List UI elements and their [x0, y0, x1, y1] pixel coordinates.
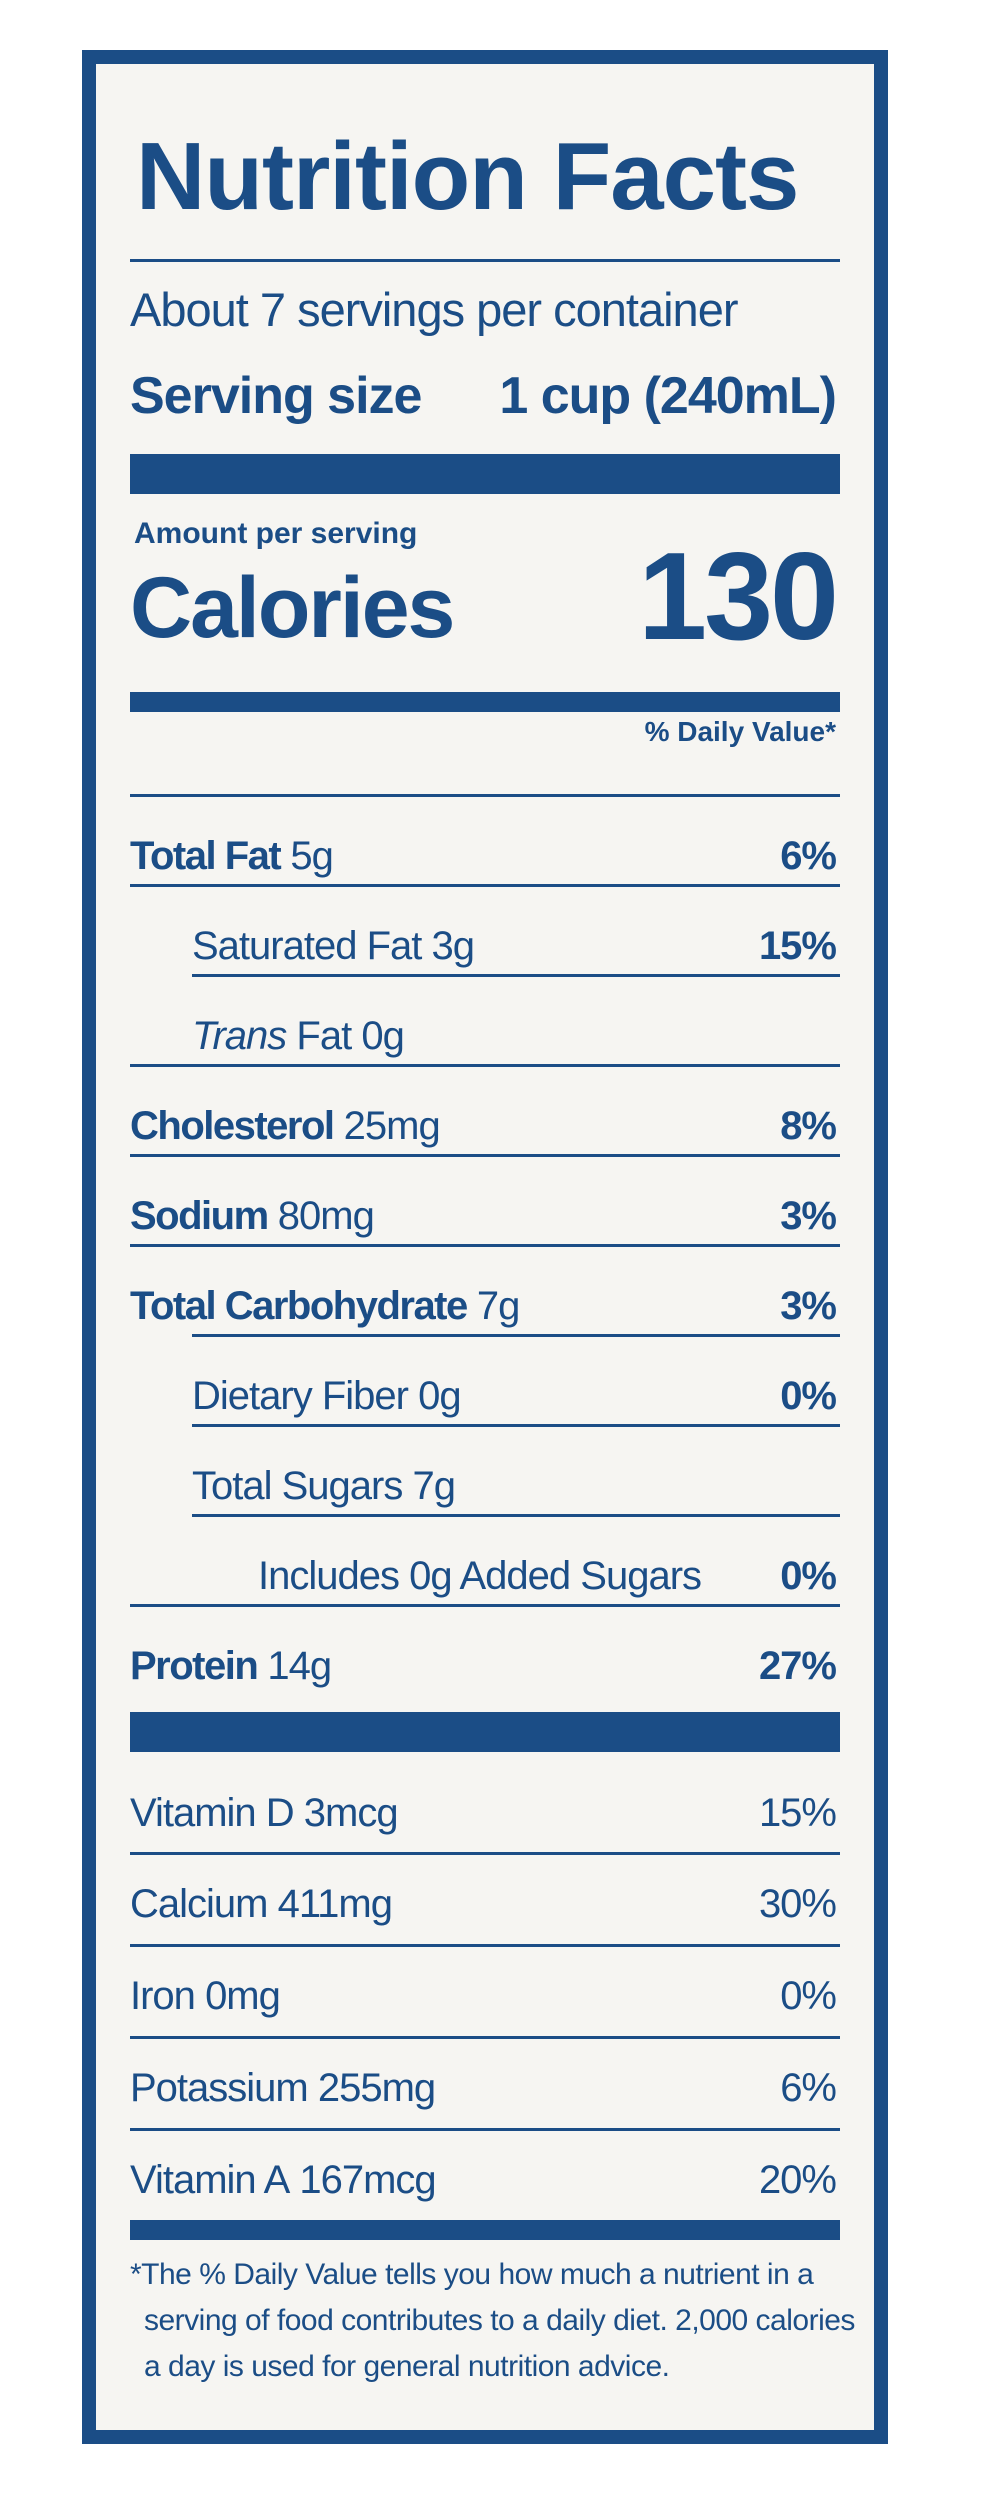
- calories-label: Calories: [130, 560, 455, 656]
- nutrient-row-sodium: Sodium 80mg 3%: [130, 1184, 840, 1248]
- vitamin-amount: 255mg: [317, 2065, 436, 2110]
- medium-divider: [130, 2220, 840, 2240]
- nutrient-amount: 7g: [412, 1463, 455, 1508]
- nutrient-dv: 6%: [780, 833, 837, 878]
- vitamin-amount: 167mcg: [299, 2157, 436, 2202]
- vitamin-row-iron: Iron 0mg 0%: [130, 1964, 840, 2028]
- divider: [130, 1154, 840, 1157]
- divider: [130, 1852, 840, 1855]
- nutrient-name-italic: Trans: [192, 1013, 287, 1058]
- medium-divider: [130, 692, 840, 712]
- nutrient-amount: 14g: [267, 1643, 332, 1688]
- nutrient-row-cholesterol: Cholesterol 25mg 8%: [130, 1094, 840, 1158]
- nutrient-row-total-fat: Total Fat 5g 6%: [130, 824, 840, 888]
- vitamin-amount: 3mcg: [303, 1790, 399, 1835]
- nutrient-dv: 0%: [780, 1553, 837, 1598]
- serving-size-value: 1 cup (240mL): [499, 367, 837, 425]
- nutrient-name: Sodium: [130, 1193, 269, 1238]
- daily-value-header: % Daily Value*: [644, 716, 836, 747]
- vitamin-row-vitamin-d: Vitamin D 3mcg 15%: [130, 1781, 840, 1845]
- footnote: *The % Daily Value tells you how much a …: [130, 2252, 855, 2390]
- vitamin-dv: 15%: [758, 1790, 837, 1835]
- amount-per-serving: Amount per serving: [134, 517, 418, 550]
- nutrient-row-total-carbohydrate: Total Carbohydrate 7g 3%: [130, 1274, 840, 1338]
- divider: [130, 2128, 840, 2131]
- label-content: Nutrition Facts About 7 servings per con…: [130, 64, 855, 2430]
- vitamin-name: Potassium: [130, 2065, 309, 2110]
- nutrient-name: Protein: [130, 1643, 259, 1688]
- nutrient-name: Saturated Fat: [192, 923, 422, 968]
- vitamin-name: Calcium: [130, 1881, 268, 1926]
- divider: [130, 1604, 840, 1607]
- nutrient-name: Total Fat: [130, 833, 282, 878]
- divider: [130, 1064, 840, 1067]
- nutrient-amount: 7g: [476, 1283, 520, 1328]
- nutrient-amount: 25mg: [343, 1103, 441, 1148]
- vitamin-name: Iron: [130, 1973, 196, 2018]
- nutrient-amount: 3g: [431, 923, 475, 968]
- nutrient-row-trans-fat: Trans Fat 0g: [192, 1004, 840, 1068]
- nutrient-row-protein: Protein 14g 27%: [130, 1634, 840, 1698]
- nutrition-facts-label: Nutrition Facts About 7 servings per con…: [82, 50, 888, 2444]
- divider: [130, 794, 840, 797]
- divider: [130, 1244, 840, 1247]
- thick-divider: [130, 454, 840, 494]
- servings-per-container: About 7 servings per container: [130, 283, 738, 336]
- nutrient-name: Total Sugars: [192, 1463, 403, 1508]
- divider: [130, 259, 840, 262]
- divider: [192, 1334, 840, 1337]
- label-title: Nutrition Facts: [136, 123, 799, 230]
- thick-divider: [130, 1712, 840, 1752]
- nutrient-dv: 3%: [780, 1283, 837, 1328]
- nutrient-amount: 0g: [418, 1373, 461, 1418]
- footnote-line: serving of food contributes to a daily d…: [144, 2304, 855, 2337]
- vitamin-dv: 6%: [780, 2065, 837, 2110]
- divider: [130, 884, 840, 887]
- vitamin-name: Vitamin A: [130, 2157, 290, 2202]
- vitamin-row-potassium: Potassium 255mg 6%: [130, 2056, 840, 2120]
- nutrient-dv: 27%: [758, 1643, 837, 1688]
- nutrient-dv: 3%: [780, 1193, 837, 1238]
- divider: [130, 1944, 840, 1947]
- nutrient-name: Fat: [296, 1013, 352, 1058]
- nutrient-row-dietary-fiber: Dietary Fiber 0g 0%: [192, 1364, 840, 1428]
- vitamin-dv: 20%: [758, 2157, 837, 2202]
- footnote-line: *The % Daily Value tells you how much a …: [130, 2258, 814, 2291]
- nutrient-row-saturated-fat: Saturated Fat 3g 15%: [192, 914, 840, 978]
- vitamin-dv: 30%: [758, 1881, 837, 1926]
- calories-value: 130: [638, 528, 839, 666]
- nutrient-name: Includes 0g Added Sugars: [258, 1553, 702, 1598]
- nutrient-row-total-sugars: Total Sugars 7g: [192, 1454, 840, 1518]
- vitamin-name: Vitamin D: [130, 1790, 295, 1835]
- nutrient-dv: 8%: [780, 1103, 837, 1148]
- divider: [192, 1514, 840, 1517]
- nutrient-name: Cholesterol: [130, 1103, 335, 1148]
- nutrient-row-added-sugars: Includes 0g Added Sugars 0%: [258, 1544, 840, 1608]
- divider: [192, 974, 840, 977]
- vitamin-row-vitamin-a: Vitamin A 167mcg 20%: [130, 2148, 840, 2212]
- nutrient-amount: 5g: [290, 833, 333, 878]
- vitamin-amount: 0mg: [205, 1973, 281, 2018]
- divider: [130, 2036, 840, 2039]
- nutrient-dv: 0%: [780, 1373, 837, 1418]
- nutrient-amount: 80mg: [277, 1193, 375, 1238]
- divider: [192, 1424, 840, 1427]
- nutrient-name: Total Carbohydrate: [130, 1283, 468, 1328]
- nutrient-name: Dietary Fiber: [192, 1373, 409, 1418]
- nutrient-dv: 15%: [758, 923, 837, 968]
- footnote-line: a day is used for general nutrition advi…: [144, 2350, 670, 2383]
- vitamin-row-calcium: Calcium 411mg 30%: [130, 1872, 840, 1936]
- serving-size-label: Serving size: [130, 367, 422, 425]
- vitamin-dv: 0%: [780, 1973, 837, 2018]
- vitamin-amount: 411mg: [277, 1881, 393, 1926]
- nutrient-amount: 0g: [361, 1013, 404, 1058]
